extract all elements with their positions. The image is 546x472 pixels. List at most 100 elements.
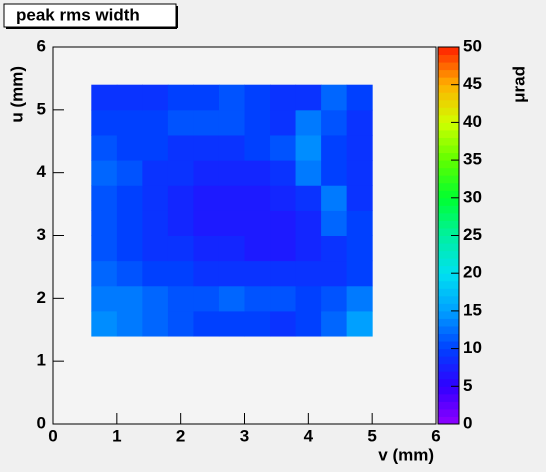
colorbar-band [438,303,459,312]
colorbar-band [438,220,459,229]
colorbar-band [438,69,459,78]
heatmap-cell [167,185,194,211]
heatmap-cell [244,109,271,136]
colorbar-band [438,416,459,425]
z-tick-label: 0 [463,413,472,432]
heatmap-cell [346,285,373,312]
colorbar-band [438,295,459,304]
heatmap-cell [244,134,271,161]
heatmap-cell [218,210,245,236]
heatmap-cell [295,310,322,337]
colorbar-band [438,160,459,169]
heatmap-cell [346,235,373,262]
colorbar-band [438,190,459,199]
z-axis-label: μrad [509,66,528,103]
z-tick-label: 20 [463,263,482,282]
heatmap-cell [142,260,169,287]
heatmap-cell [346,210,373,236]
heatmap-cell [321,285,348,312]
colorbar-band [438,363,459,372]
heatmap-cell [193,285,220,312]
heatmap-cell [321,160,348,186]
colorbar-band [438,107,459,116]
heatmap-cell [244,310,271,337]
heatmap-cell [244,160,271,186]
heatmap-cell [321,109,348,136]
heatmap-cell [167,134,194,161]
colorbar-band [438,243,459,252]
x-tick-label: 4 [304,426,314,445]
y-tick-label: 6 [37,36,46,55]
x-axis-label: v (mm) [378,445,434,464]
heatmap-cell [218,109,245,136]
x-tick-label: 2 [176,426,185,445]
z-tick-label: 45 [463,74,482,93]
colorbar-band [438,333,459,342]
colorbar-band [438,378,459,387]
heatmap-cell [193,235,220,262]
heatmap-cell [346,260,373,287]
heatmap-cell [91,84,118,111]
heatmap-cell [295,185,322,211]
colorbar-band [438,175,459,184]
heatmap-cell [91,109,118,136]
x-tick-label: 6 [431,426,440,445]
chart-title: peak rms width [16,5,140,24]
heatmap-cell [346,310,373,337]
heatmap-cell [193,109,220,136]
colorbar-band [438,47,459,56]
heatmap-cell [346,84,373,111]
z-tick-label: 25 [463,225,482,244]
colorbar-band [438,371,459,380]
heatmap-cell [321,185,348,211]
heatmap-cell [193,84,220,111]
y-tick-label: 4 [37,162,47,181]
colorbar-band [438,145,459,154]
heatmap-cell [346,109,373,136]
colorbar-band [438,137,459,146]
heatmap-cell [295,134,322,161]
heatmap-cell [116,160,143,186]
colorbar-band [438,84,459,93]
heatmap-cell [218,260,245,287]
heatmap-cell [321,210,348,236]
heatmap-cell [142,134,169,161]
heatmap-cell [116,235,143,262]
colorbar-band [438,250,459,259]
heatmap-cell [116,109,143,136]
heatmap-cell [91,185,118,211]
heatmap-cell [321,84,348,111]
heatmap-cell [346,134,373,161]
colorbar-band [438,265,459,274]
heatmap-cell [244,235,271,262]
y-tick-label: 0 [37,413,46,432]
heatmap-cell [116,310,143,337]
heatmap-cell [91,210,118,236]
heatmap-cell [295,285,322,312]
colorbar-band [438,99,459,108]
colorbar-band [438,77,459,86]
colorbar-band [438,310,459,319]
colorbar-band [438,258,459,267]
heatmap-cell [193,260,220,287]
heatmap-cell [270,134,297,161]
x-tick-label: 3 [240,426,249,445]
heatmap-cell [193,185,220,211]
heatmap-cell [244,185,271,211]
heatmap-cell [167,109,194,136]
heatmap-cell [270,185,297,211]
heatmap-cell [295,84,322,111]
heatmap-cell [116,185,143,211]
heatmap-cell [142,185,169,211]
heatmap-cell [167,84,194,111]
x-tick-label: 0 [48,426,57,445]
colorbar-band [438,280,459,289]
colorbar-band [438,393,459,402]
heatmap-cell [295,109,322,136]
colorbar-band [438,408,459,417]
heatmap-cell [116,210,143,236]
colorbar-band [438,167,459,176]
z-tick-label: 15 [463,300,482,319]
colorbar-band [438,62,459,71]
